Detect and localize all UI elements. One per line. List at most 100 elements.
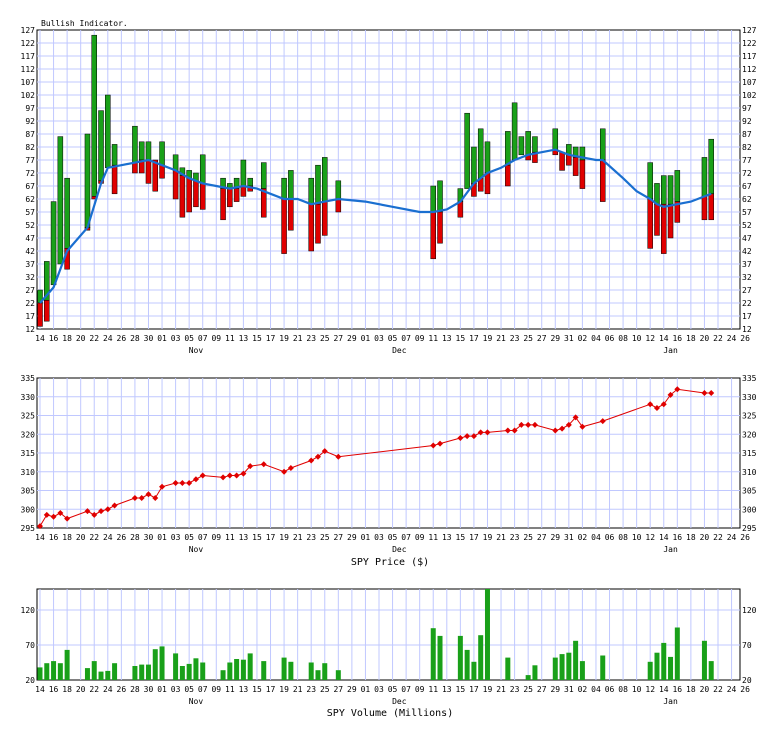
volume-bar [566, 652, 572, 680]
price-point [57, 510, 64, 516]
volume-bar [152, 649, 158, 680]
indicator-ytick-left: 17 [25, 312, 35, 321]
price-point [145, 491, 152, 498]
volume-bar [57, 663, 63, 680]
volume-xtick-label: 09 [211, 685, 221, 694]
price-ytick-right: 325 [742, 412, 757, 421]
price-point [470, 433, 477, 440]
bear-bar [240, 185, 247, 197]
price-ytick-right: 300 [742, 505, 757, 514]
bull-bar [701, 157, 708, 197]
price-ytick-left: 315 [21, 449, 36, 458]
price-ytick-left: 295 [21, 524, 36, 533]
volume-bar [84, 668, 90, 680]
price-point [579, 423, 586, 430]
bear-bar [661, 203, 667, 254]
bear-bar [647, 198, 653, 249]
bear-bar [654, 203, 660, 236]
price-point [708, 390, 715, 396]
volume-xtick-label: 21 [496, 685, 506, 694]
indicator-xtick-label: 31 [564, 334, 574, 343]
indicator-ytick-left: 52 [25, 221, 35, 230]
volume-bar [552, 657, 558, 680]
bull-bar [145, 141, 152, 161]
price-point [647, 401, 654, 408]
price-ytick-left: 335 [21, 374, 36, 383]
bear-bar [159, 164, 165, 179]
price-point [138, 495, 145, 501]
indicator-ytick-left: 92 [25, 117, 35, 126]
indicator-ytick-right: 22 [742, 299, 752, 308]
price-xtick-label: 14 [659, 533, 669, 542]
price-point [565, 421, 572, 428]
price-point [152, 495, 159, 501]
bear-bar [505, 164, 511, 187]
price-xtick-label: 18 [62, 533, 72, 542]
bull-bar [599, 128, 606, 161]
price-xtick-label: 03 [171, 533, 181, 542]
price-point [199, 472, 206, 479]
indicator-xtick-label: 17 [266, 334, 276, 343]
price-ytick-right: 320 [742, 430, 757, 439]
indicator-ytick-left: 42 [25, 247, 35, 256]
price-xtick-label: 05 [184, 533, 194, 542]
indicator-ytick-left: 97 [25, 104, 35, 113]
volume-bar [668, 656, 674, 680]
volume-xtick-label: 17 [266, 685, 276, 694]
price-point [98, 508, 105, 515]
indicator-xtick-label: 05 [388, 334, 398, 343]
volume-xtick-label: 24 [727, 685, 737, 694]
indicator-xtick-label: 21 [293, 334, 303, 343]
bull-bar [172, 154, 179, 171]
price-point [531, 421, 538, 428]
indicator-xtick-label: 13 [442, 334, 452, 343]
price-point [84, 508, 91, 515]
price-xtick-label: 17 [469, 533, 479, 542]
indicator-ytick-left: 82 [25, 143, 35, 152]
volume-xtick-label: 22 [713, 685, 723, 694]
price-point [572, 414, 579, 421]
indicator-ytick-right: 12 [742, 325, 752, 334]
volume-bar [145, 664, 151, 680]
volume-bar [200, 662, 206, 680]
volume-bar [247, 653, 253, 680]
volume-xtick-label: 04 [591, 685, 601, 694]
price-xtick-label: 15 [252, 533, 262, 542]
price-point [701, 390, 708, 396]
price-xtick-label: 20 [700, 533, 710, 542]
indicator-ytick-left: 67 [25, 182, 35, 191]
volume-bar [281, 657, 287, 680]
volume-xtick-label: 19 [279, 685, 289, 694]
price-ytick-right: 330 [742, 393, 757, 402]
bear-bar [288, 198, 294, 231]
bear-bar [111, 164, 118, 195]
indicator-xtick-label: 18 [686, 334, 696, 343]
bear-bar [227, 188, 233, 208]
bull-bar [105, 94, 111, 169]
price-xtick-label: 19 [279, 533, 289, 542]
bear-bar [457, 201, 464, 218]
volume-xtick-label: 07 [401, 685, 411, 694]
bull-bar [132, 125, 138, 163]
bear-bar [260, 188, 267, 218]
indicator-xtick-label: 23 [510, 334, 520, 343]
volume-bar [288, 661, 294, 680]
volume-xtick-label: 29 [347, 685, 357, 694]
indicator-xtick-label: 24 [727, 334, 737, 343]
indicator-title: Bullish Indicator. [41, 19, 128, 28]
price-xtick-label: 26 [740, 533, 750, 542]
volume-xtick-label: 28 [130, 685, 140, 694]
bull-bar [525, 131, 531, 156]
volume-xtick-label: 01 [157, 685, 167, 694]
indicator-xtick-label: 24 [103, 334, 113, 343]
price-xtick-label: 27 [333, 533, 343, 542]
price-xtick-label: 07 [198, 533, 208, 542]
price-ytick-right: 305 [742, 487, 757, 496]
indicator-xtick-label: 10 [632, 334, 642, 343]
price-xtick-label: 19 [483, 533, 493, 542]
bull-bar [247, 177, 253, 187]
volume-bar [674, 627, 680, 680]
bull-bar [708, 138, 714, 195]
